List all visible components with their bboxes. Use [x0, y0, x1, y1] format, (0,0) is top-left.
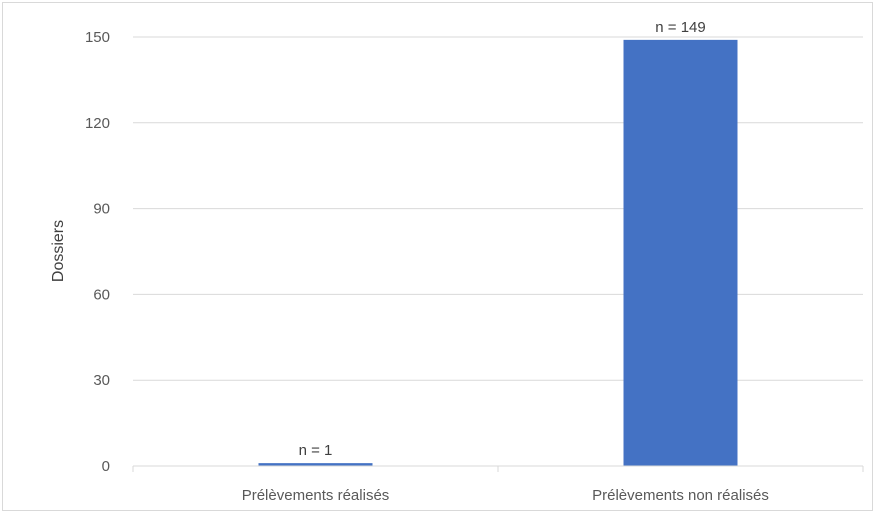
data-labels: n = 1 n = 149 — [299, 19, 706, 459]
bar — [623, 39, 738, 467]
data-label: n = 149 — [655, 19, 705, 36]
y-axis-label: Dossiers — [50, 220, 67, 282]
x-category-labels: Prélèvements réalisés Prélèvements non ré… — [242, 487, 769, 504]
y-tick-labels: 0 30 60 90 120 150 — [85, 29, 110, 475]
gridlines — [133, 36, 863, 381]
x-axis — [132, 465, 864, 472]
bars — [258, 39, 738, 467]
bar — [258, 463, 373, 466]
x-category-label: Prélèvements réalisés — [242, 487, 390, 504]
y-tick-label: 30 — [93, 372, 110, 389]
y-tick-label: 120 — [85, 115, 110, 132]
data-label: n = 1 — [299, 442, 333, 459]
y-tick-label: 0 — [102, 458, 110, 475]
y-tick-label: 90 — [93, 201, 110, 218]
x-category-label: Prélèvements non réalisés — [592, 487, 769, 504]
y-tick-label: 60 — [93, 286, 110, 303]
y-tick-label: 150 — [85, 29, 110, 46]
